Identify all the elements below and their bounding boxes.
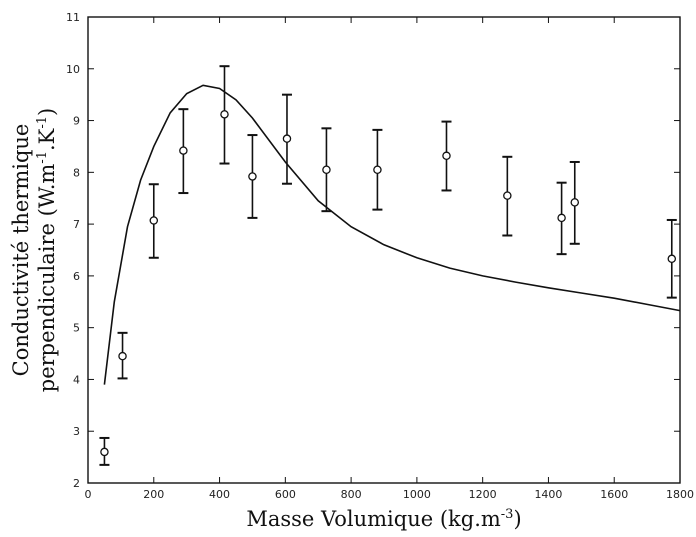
y-tick-label: 9 [73,115,80,128]
x-tick-label: 400 [209,488,230,501]
marker-circle [100,447,109,457]
marker-circle [282,134,292,143]
x-tick-label: 1800 [666,488,694,501]
marker-circle [373,165,382,174]
x-tick-label: 0 [85,488,92,501]
y-tick-label: 8 [73,166,80,179]
data-point [502,155,513,237]
y-tick-label: 11 [66,11,80,24]
data-points [99,65,677,466]
x-tick-label: 800 [341,488,362,501]
x-tick-label: 1600 [600,488,628,501]
y-tick-label: 5 [73,322,80,335]
y-tick-label: 6 [73,270,80,283]
marker-circle [442,151,451,161]
data-point [148,183,159,259]
marker-circle [179,146,188,155]
x-tick-label: 200 [143,488,164,501]
data-point [556,181,567,256]
marker-circle [149,216,159,225]
marker-circle [322,165,331,174]
x-tick-label: 600 [275,488,296,501]
marker-circle [570,198,580,207]
data-point [321,127,332,213]
data-point [569,160,580,245]
data-point [247,134,258,219]
data-point [666,218,677,299]
data-point [117,331,128,380]
y-axis-title-line2: perpendiculaire (W.m-1.K-1) [35,108,59,392]
x-axis-title: Masse Volumique (kg.m-3) [246,507,521,531]
data-point [281,93,292,185]
data-point [99,436,110,466]
y-axis-title-line1: Conductivité thermique [9,124,33,377]
marker-circle [248,172,257,181]
data-point [178,108,189,195]
axis-ticks [87,16,681,484]
y-tick-label: 10 [66,63,80,76]
x-tick-label: 1200 [469,488,497,501]
y-tick-label: 3 [73,425,80,438]
tick-labels: 0 200 400 600 800 1000 1200 1400 1600 1800 2 3 4 5 6 7 8… [66,11,694,501]
marker-circle [667,254,677,264]
x-tick-label: 1000 [403,488,431,501]
data-point [372,128,383,211]
plot-frame [87,16,681,484]
x-tick-label: 1400 [534,488,562,501]
marker-circle [503,191,512,200]
model-curve [103,84,681,385]
y-tick-label: 4 [73,373,80,386]
marker-circle [220,110,229,119]
data-point [219,65,230,165]
marker-circle [557,213,566,223]
y-tick-label: 2 [73,477,80,490]
data-point [441,120,452,192]
marker-circle [118,351,127,361]
y-tick-label: 7 [73,218,80,231]
